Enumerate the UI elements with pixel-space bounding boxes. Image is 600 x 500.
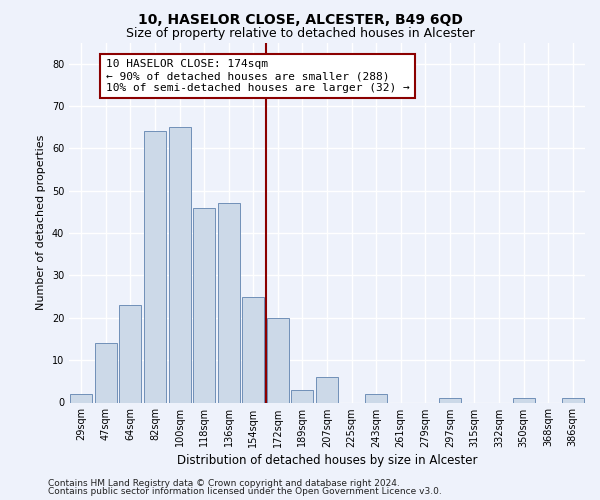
Text: Contains HM Land Registry data © Crown copyright and database right 2024.: Contains HM Land Registry data © Crown c… (48, 478, 400, 488)
Bar (169, 127, 191, 402)
Bar (292, 390, 313, 402)
Bar (316, 377, 338, 402)
Bar (70, 394, 92, 402)
Text: 10 HASELOR CLOSE: 174sqm
← 90% of detached houses are smaller (288)
10% of semi-: 10 HASELOR CLOSE: 174sqm ← 90% of detach… (106, 60, 410, 92)
X-axis label: Distribution of detached houses by size in Alcester: Distribution of detached houses by size … (177, 454, 477, 467)
Bar (218, 204, 240, 402)
Text: 10, HASELOR CLOSE, ALCESTER, B49 6QD: 10, HASELOR CLOSE, ALCESTER, B49 6QD (137, 12, 463, 26)
Bar (365, 394, 387, 402)
Bar (267, 318, 289, 402)
Bar (95, 343, 117, 402)
Y-axis label: Number of detached properties: Number of detached properties (36, 135, 46, 310)
Text: Contains public sector information licensed under the Open Government Licence v3: Contains public sector information licen… (48, 487, 442, 496)
Bar (193, 208, 215, 402)
Bar (119, 305, 142, 402)
Bar (562, 398, 584, 402)
Bar (512, 398, 535, 402)
Bar (439, 398, 461, 402)
Bar (242, 296, 265, 403)
Bar (144, 132, 166, 402)
Text: Size of property relative to detached houses in Alcester: Size of property relative to detached ho… (125, 28, 475, 40)
